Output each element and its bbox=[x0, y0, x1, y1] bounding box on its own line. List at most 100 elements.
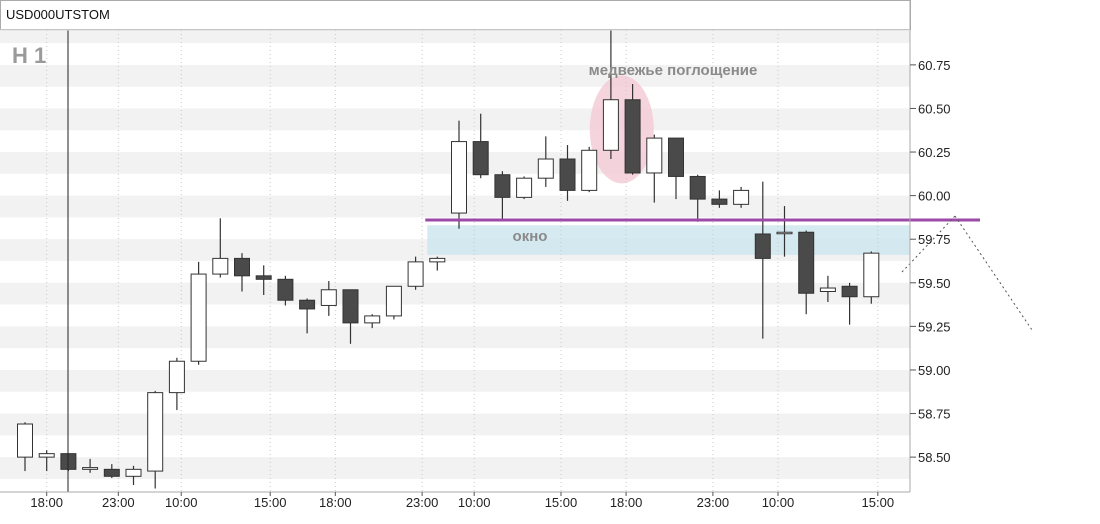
candle bbox=[472, 113, 489, 179]
candle bbox=[82, 458, 99, 473]
candle-body bbox=[733, 189, 750, 205]
gap-annotation: окно bbox=[513, 228, 548, 245]
candle-body bbox=[776, 231, 793, 235]
candle bbox=[689, 174, 706, 222]
candle-body bbox=[516, 177, 533, 198]
candle-body bbox=[17, 423, 33, 458]
candle-body bbox=[602, 99, 619, 151]
overlay-layer bbox=[67, 30, 1033, 492]
candle-body bbox=[38, 453, 55, 458]
candle bbox=[364, 314, 381, 329]
candle bbox=[516, 176, 533, 200]
candle bbox=[255, 265, 272, 295]
grid-band bbox=[0, 282, 910, 305]
y-tick-label: 58.75 bbox=[918, 407, 951, 422]
y-tick-label: 60.50 bbox=[918, 101, 951, 116]
y-tick-label: 59.75 bbox=[918, 232, 951, 247]
grid-band bbox=[0, 457, 910, 479]
candle bbox=[342, 289, 359, 344]
x-tick-label: 23:00 bbox=[697, 495, 730, 510]
candle bbox=[841, 282, 858, 325]
candle-body bbox=[234, 257, 250, 277]
candle bbox=[103, 464, 120, 479]
candle-body bbox=[385, 285, 402, 317]
candle-body bbox=[168, 360, 185, 394]
engulfing-annotation: медвежье поглощение bbox=[589, 62, 758, 79]
grid-band bbox=[0, 369, 910, 392]
candle bbox=[147, 390, 164, 489]
gap-zone-layer bbox=[427, 225, 910, 255]
candle bbox=[429, 256, 446, 271]
labels-layer: USD000UTSTOM H 1 медвежье поглощение окн… bbox=[6, 7, 757, 245]
grid-band bbox=[0, 64, 910, 87]
y-tick-label: 59.00 bbox=[918, 363, 951, 378]
candle-body bbox=[689, 175, 706, 200]
candle bbox=[385, 285, 402, 320]
candle bbox=[733, 186, 750, 208]
candle-body bbox=[798, 231, 815, 294]
candle-body bbox=[841, 285, 858, 298]
y-tick-label: 59.50 bbox=[918, 276, 951, 291]
candle-body bbox=[190, 273, 207, 362]
candle-body bbox=[320, 289, 337, 306]
candle bbox=[754, 181, 771, 339]
candle bbox=[602, 30, 619, 160]
candle bbox=[798, 230, 815, 315]
engulfing-highlight bbox=[589, 75, 654, 184]
candle-body bbox=[277, 278, 294, 301]
x-tick-label: 23:00 bbox=[406, 495, 439, 510]
candle-body bbox=[711, 198, 728, 205]
grid-band bbox=[0, 326, 910, 349]
x-tick-label: 15:00 bbox=[862, 495, 895, 510]
candle bbox=[559, 145, 576, 201]
candle bbox=[17, 422, 33, 472]
x-tick-label: 10:00 bbox=[165, 495, 198, 510]
candle-body bbox=[646, 137, 663, 174]
candle bbox=[624, 84, 641, 175]
candle-body bbox=[342, 289, 359, 324]
y-tick-label: 60.25 bbox=[918, 145, 951, 160]
candle-body bbox=[863, 252, 880, 298]
candle bbox=[299, 298, 316, 334]
candle bbox=[407, 256, 424, 290]
y-tick-label: 59.25 bbox=[918, 319, 951, 334]
candle-body bbox=[668, 137, 684, 177]
gap-zone bbox=[427, 225, 910, 255]
candle bbox=[711, 190, 728, 208]
x-tick-label: 15:00 bbox=[545, 495, 578, 510]
candle-body bbox=[581, 149, 598, 191]
candles-layer bbox=[17, 30, 880, 489]
candle-body bbox=[559, 158, 576, 191]
x-tick-label: 23:00 bbox=[102, 495, 135, 510]
candle bbox=[537, 136, 554, 187]
candle-body bbox=[364, 315, 381, 324]
x-tick-label: 10:00 bbox=[762, 495, 795, 510]
candle-body bbox=[537, 158, 554, 179]
candle-body bbox=[494, 174, 511, 198]
candle-body bbox=[472, 141, 489, 176]
candle bbox=[581, 146, 598, 193]
candle-body bbox=[255, 275, 272, 280]
vertical-grid bbox=[46, 30, 879, 492]
candle bbox=[776, 206, 793, 257]
x-tick-label: 18:00 bbox=[319, 495, 352, 510]
candle-body bbox=[299, 299, 316, 310]
y-tick-label: 60.75 bbox=[918, 58, 951, 73]
chart-title: USD000UTSTOM bbox=[6, 7, 110, 22]
candle-body bbox=[429, 257, 446, 263]
candle-body bbox=[125, 468, 142, 477]
candle bbox=[125, 465, 142, 486]
candle-body bbox=[147, 392, 164, 472]
candle bbox=[451, 120, 467, 229]
candle bbox=[819, 275, 836, 302]
candle-body bbox=[407, 261, 424, 287]
candle bbox=[234, 253, 250, 292]
x-tick-label: 15:00 bbox=[254, 495, 287, 510]
grid-band bbox=[0, 413, 910, 436]
timeframe-label: H 1 bbox=[12, 43, 46, 68]
candle bbox=[646, 134, 663, 203]
candle bbox=[277, 275, 294, 306]
candle bbox=[168, 357, 185, 411]
